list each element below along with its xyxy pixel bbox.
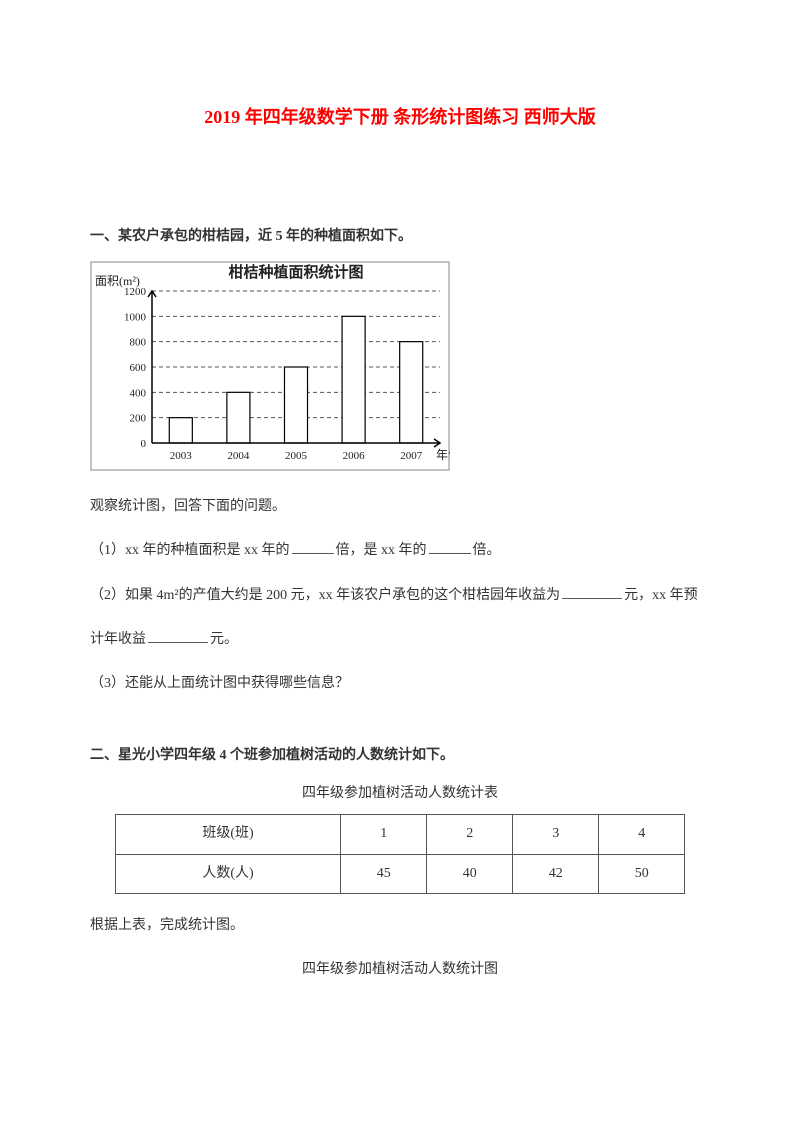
count-cell: 42: [513, 854, 599, 894]
svg-text:600: 600: [130, 362, 147, 374]
count-cell: 40: [427, 854, 513, 894]
svg-text:1200: 1200: [124, 286, 147, 298]
q1-blank-2[interactable]: [429, 540, 471, 554]
q1-part-b: 倍，是 xx 年的: [336, 543, 427, 558]
q2-blank-2[interactable]: [148, 629, 208, 643]
chart2-caption: 四年级参加植树活动人数统计图: [90, 957, 710, 984]
svg-text:柑桔种植面积统计图: 柑桔种植面积统计图: [228, 263, 363, 281]
data-table: 班级(班) 1 2 3 4 人数(人) 45 40 42 50: [115, 814, 685, 894]
question-3: （3）还能从上面统计图中获得哪些信息？: [90, 666, 710, 702]
row-header: 人数(人): [115, 854, 341, 894]
svg-text:年份(年): 年份(年): [436, 448, 450, 462]
svg-text:2007: 2007: [400, 450, 423, 462]
q2-blank-1[interactable]: [562, 585, 622, 599]
svg-text:2004: 2004: [227, 450, 250, 462]
q2-part-b: 元，xx 年预: [624, 588, 698, 603]
svg-text:200: 200: [130, 412, 147, 424]
svg-text:800: 800: [130, 336, 147, 348]
q2-part-d: 元。: [210, 632, 238, 647]
section1-heading: 一、某农户承包的柑桔园，近 5 年的种植面积如下。: [90, 224, 710, 251]
q1-blank-1[interactable]: [292, 540, 334, 554]
svg-text:1000: 1000: [124, 311, 147, 323]
after-table-text: 根据上表，完成统计图。: [90, 908, 710, 944]
section2-heading: 二、星光小学四年级 4 个班参加植树活动的人数统计如下。: [90, 743, 710, 770]
chart1-svg: 柑桔种植面积统计图面积(m²)0200400600800100012002003…: [90, 261, 450, 471]
svg-text:0: 0: [141, 438, 147, 450]
q1-part-c: 倍。: [473, 543, 501, 558]
class-cell: 2: [427, 814, 513, 854]
col-header: 班级(班): [115, 814, 341, 854]
q2-part-c: 计年收益: [90, 632, 146, 647]
table-row: 班级(班) 1 2 3 4: [115, 814, 684, 854]
count-cell: 45: [341, 854, 427, 894]
q1-part-a: （1）xx 年的种植面积是 xx 年的: [90, 543, 290, 558]
question-2b: 计年收益 元。: [90, 622, 710, 658]
table-caption: 四年级参加植树活动人数统计表: [90, 781, 710, 808]
class-cell: 4: [599, 814, 685, 854]
svg-text:400: 400: [130, 387, 147, 399]
svg-text:2006: 2006: [343, 450, 366, 462]
question-2: （2）如果 4m²的产值大约是 200 元，xx 年该农户承包的这个柑桔园年收益…: [90, 578, 710, 614]
svg-text:2005: 2005: [285, 450, 308, 462]
class-cell: 3: [513, 814, 599, 854]
observe-text: 观察统计图，回答下面的问题。: [90, 489, 710, 525]
question-1: （1）xx 年的种植面积是 xx 年的 倍，是 xx 年的 倍。: [90, 533, 710, 569]
count-cell: 50: [599, 854, 685, 894]
svg-text:2003: 2003: [170, 450, 193, 462]
q2-part-a: （2）如果 4m²的产值大约是 200 元，xx 年该农户承包的这个柑桔园年收益…: [90, 588, 560, 603]
page-title: 2019 年四年级数学下册 条形统计图练习 西师大版: [90, 100, 710, 134]
class-cell: 1: [341, 814, 427, 854]
table-row: 人数(人) 45 40 42 50: [115, 854, 684, 894]
chart1-container: 柑桔种植面积统计图面积(m²)0200400600800100012002003…: [90, 261, 710, 471]
